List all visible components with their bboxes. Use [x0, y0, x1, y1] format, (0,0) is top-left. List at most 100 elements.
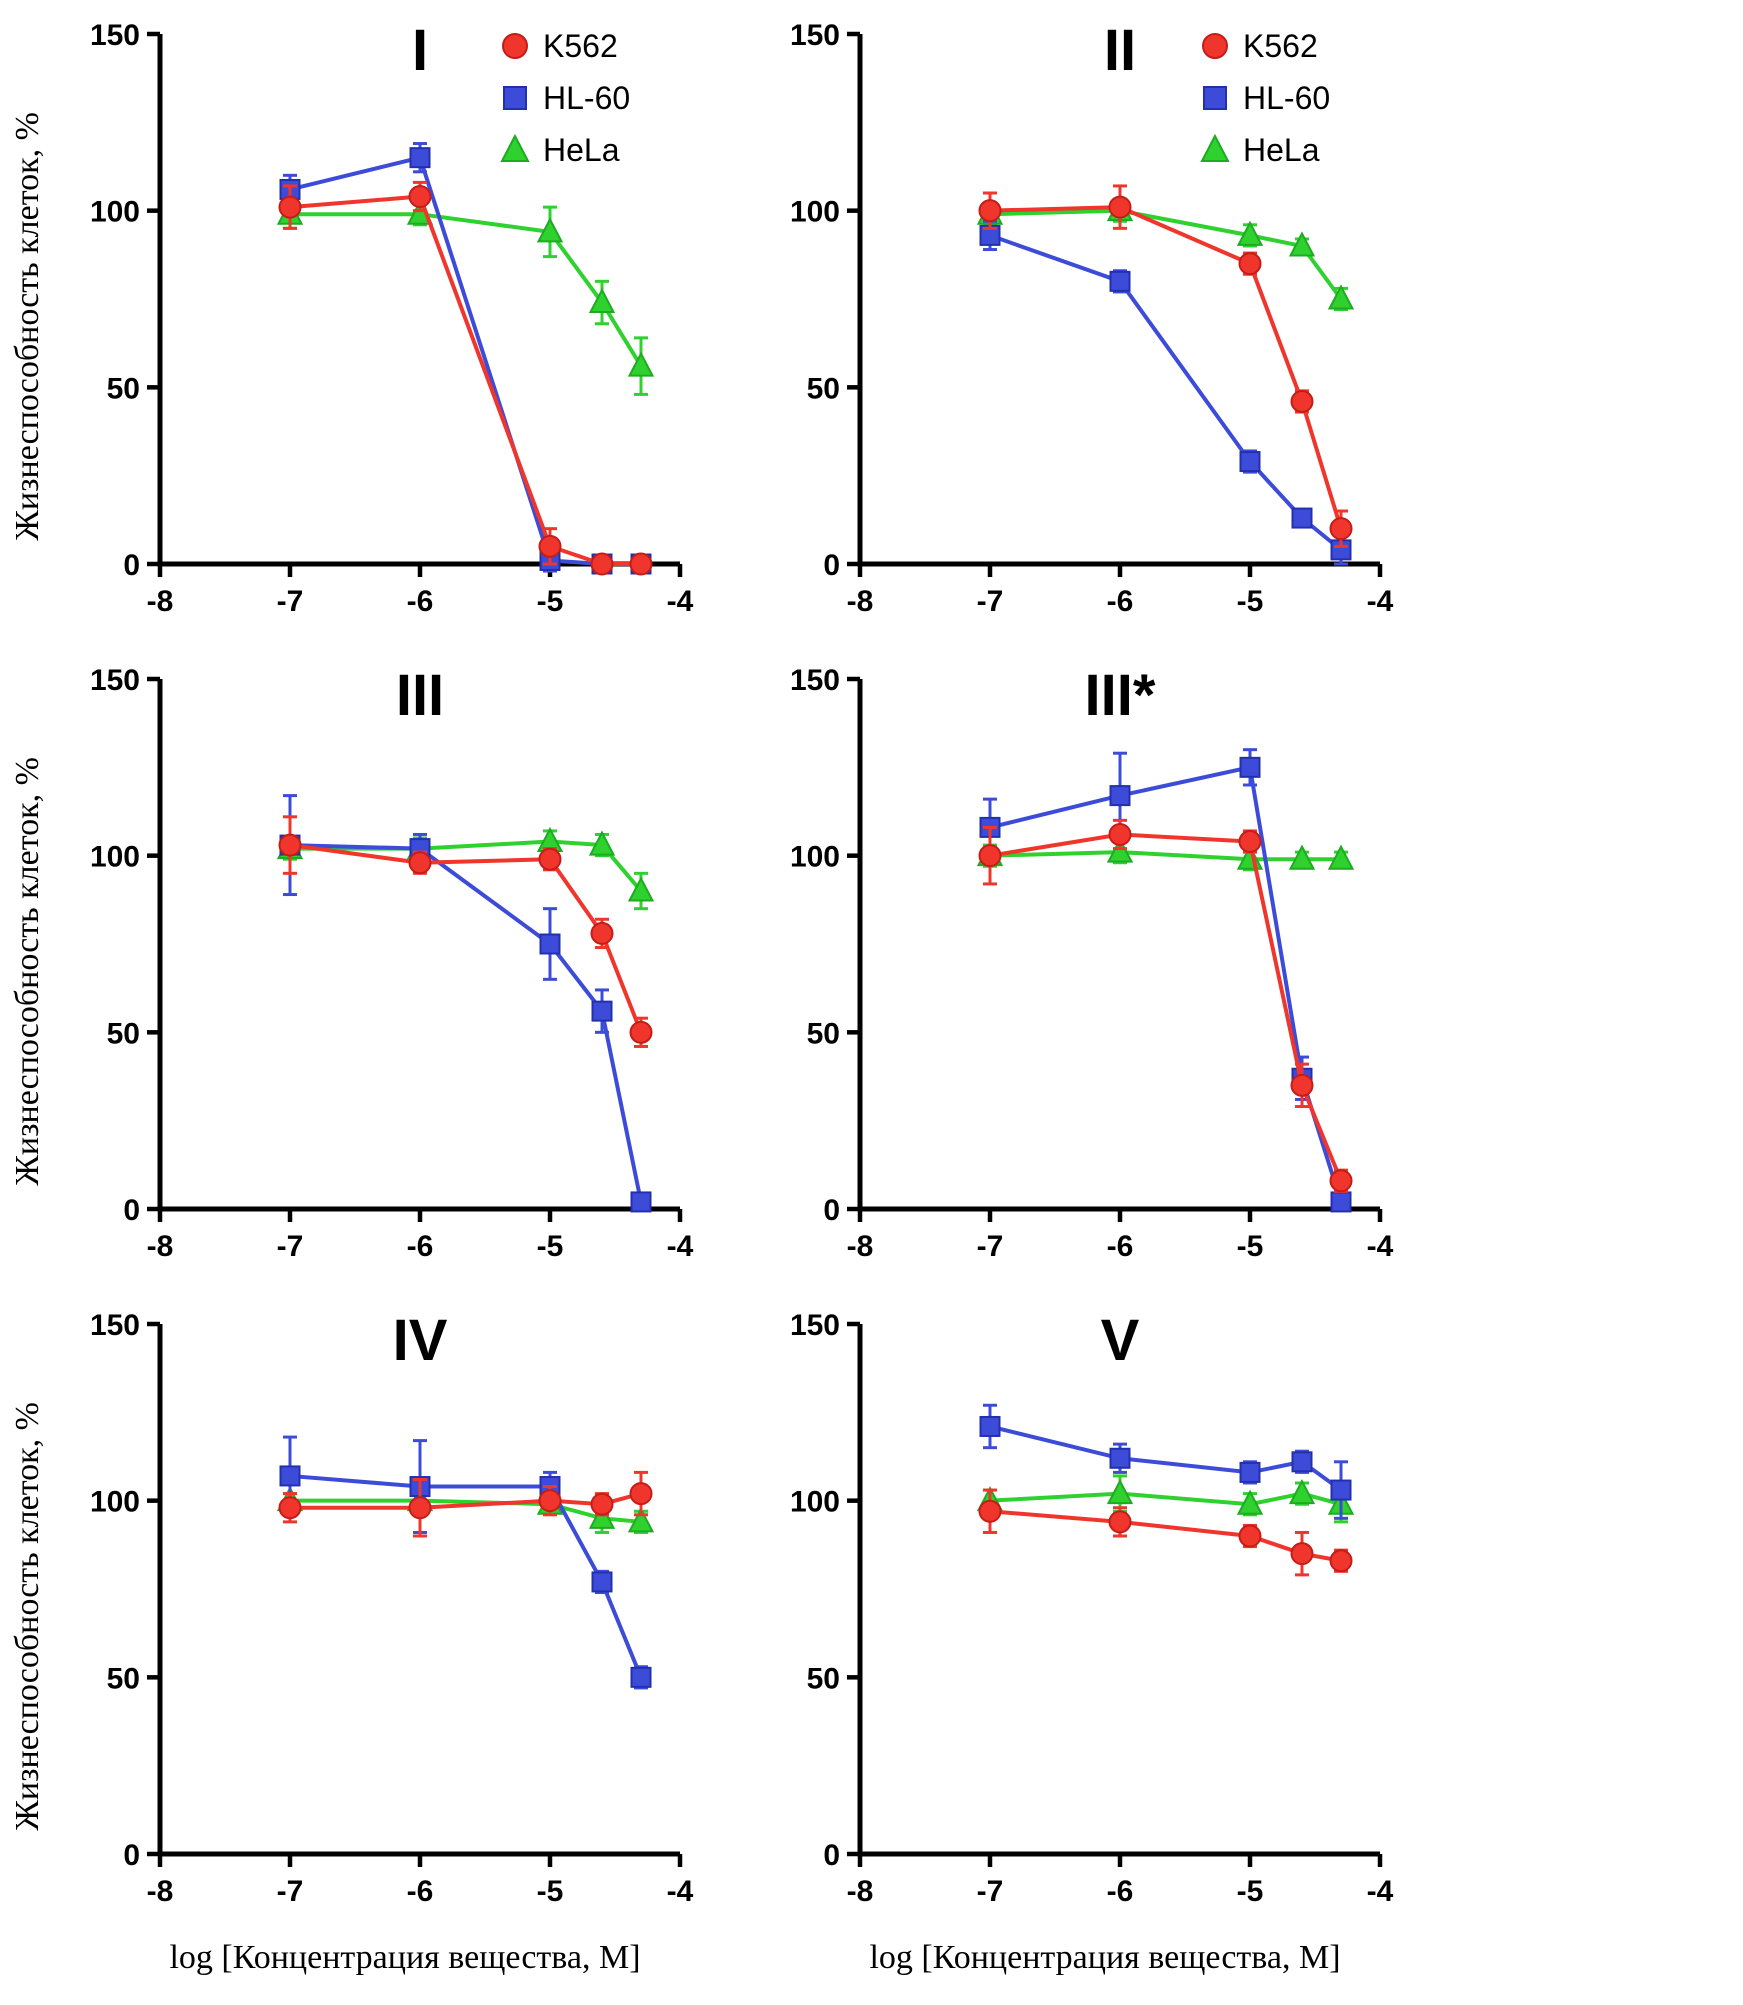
y-axis-label: Жизнеспособность клеток, %	[8, 1402, 46, 1831]
svg-text:-7: -7	[977, 585, 1004, 618]
svg-text:-4: -4	[1367, 1230, 1394, 1263]
svg-text:-7: -7	[977, 1875, 1004, 1908]
series-HeLa	[276, 826, 655, 911]
svg-text:100: 100	[790, 196, 840, 229]
svg-text:-4: -4	[667, 1230, 694, 1263]
series-HeLa	[976, 837, 1355, 872]
svg-text:0: 0	[123, 1839, 140, 1872]
y-axis-ticks: 0 50 100 150	[790, 1309, 860, 1872]
series-K562	[278, 180, 653, 576]
svg-text:50: 50	[807, 372, 840, 405]
ylabel-strip-row2: Жизнеспособность клеток, %	[0, 649, 55, 1294]
chart-svg-IV: -8 -7 -6 -5 -4 0 50 100 150 IV	[90, 1308, 694, 1908]
svg-text:50: 50	[807, 1017, 840, 1050]
series-K562	[978, 818, 1353, 1193]
y-axis-ticks: 0 50 100 150	[90, 664, 160, 1227]
series-HL-60	[279, 1435, 652, 1690]
svg-text:-7: -7	[277, 585, 304, 618]
series-K562	[278, 1470, 653, 1538]
svg-text:150: 150	[90, 1309, 140, 1342]
x-axis-label-right: log [Концентрация вещества, М]	[869, 1939, 1341, 1976]
panel-title: V	[1101, 1308, 1140, 1373]
svg-text:-8: -8	[147, 1875, 174, 1908]
svg-text:-8: -8	[847, 1875, 874, 1908]
series-HL-60	[279, 142, 652, 575]
svg-text:-6: -6	[1107, 1875, 1134, 1908]
panel-title: III*	[1085, 663, 1156, 728]
svg-text:-8: -8	[147, 585, 174, 618]
chart-svg-I: -8 -7 -6 -5 -4 0 50 100 150 I K562 HL-60 HeLa	[90, 18, 694, 618]
svg-text:0: 0	[823, 1194, 840, 1227]
svg-text:-4: -4	[1367, 585, 1394, 618]
chart-panel-IV: -8 -7 -6 -5 -4 0 50 100 150 IV	[55, 1294, 755, 1939]
legend-label-HL-60: HL-60	[543, 80, 630, 116]
legend-label-K562: K562	[543, 28, 618, 64]
legend: K562 HL-60 HeLa	[500, 28, 630, 168]
svg-text:-4: -4	[1367, 1875, 1394, 1908]
ylabel-strip-row1: Жизнеспособность клеток, %	[0, 4, 55, 649]
svg-text:-5: -5	[537, 1230, 564, 1263]
svg-text:150: 150	[790, 664, 840, 697]
svg-text:100: 100	[90, 1486, 140, 1519]
legend-label-HeLa: HeLa	[543, 132, 620, 168]
x-axis-ticks: -8 -7 -6 -5 -4	[847, 564, 1394, 618]
svg-text:150: 150	[90, 19, 140, 52]
y-axis-label: Жизнеспособность клеток, %	[8, 112, 46, 541]
series-K562	[978, 1488, 1353, 1577]
svg-text:-8: -8	[847, 585, 874, 618]
svg-text:-5: -5	[1237, 1875, 1264, 1908]
x-axis-labels-row: log [Концентрация вещества, М] log [Конц…	[0, 1939, 1743, 1995]
legend-label-K562: K562	[1243, 28, 1318, 64]
axes: -8 -7 -6 -5 -4 0 50 100 150	[790, 1309, 1394, 1908]
y-axis-ticks: 0 50 100 150	[90, 1309, 160, 1872]
legend-label-HeLa: HeLa	[1243, 132, 1320, 168]
y-axis-ticks: 0 50 100 150	[790, 19, 860, 582]
svg-text:-5: -5	[537, 585, 564, 618]
svg-text:-4: -4	[667, 1875, 694, 1908]
chart-panel-V: -8 -7 -6 -5 -4 0 50 100 150 V	[755, 1294, 1455, 1939]
series-HL-60	[279, 794, 652, 1213]
svg-text:0: 0	[123, 1194, 140, 1227]
panel-title: I	[412, 18, 428, 83]
legend-label-HL-60: HL-60	[1243, 80, 1330, 116]
x-axis-ticks: -8 -7 -6 -5 -4	[147, 1209, 694, 1263]
series-K562	[278, 815, 653, 1048]
x-axis-ticks: -8 -7 -6 -5 -4	[147, 1854, 694, 1908]
chart-panel-I: -8 -7 -6 -5 -4 0 50 100 150 I K562 HL-60 HeLa	[55, 4, 755, 649]
series-HeLa	[976, 196, 1355, 312]
chart-panel-III-star: -8 -7 -6 -5 -4 0 50 100 150 III*	[755, 649, 1455, 1294]
svg-text:150: 150	[790, 19, 840, 52]
svg-text:-7: -7	[977, 1230, 1004, 1263]
svg-text:0: 0	[123, 549, 140, 582]
svg-text:100: 100	[790, 1486, 840, 1519]
x-axis-label-left: log [Концентрация вещества, М]	[169, 1939, 641, 1976]
svg-text:-6: -6	[1107, 585, 1134, 618]
y-axis-label: Жизнеспособность клеток, %	[8, 757, 46, 1186]
svg-text:0: 0	[823, 549, 840, 582]
svg-text:100: 100	[90, 841, 140, 874]
y-axis-ticks: 0 50 100 150	[90, 19, 160, 582]
axes: -8 -7 -6 -5 -4 0 50 100 150	[790, 664, 1394, 1263]
axes: -8 -7 -6 -5 -4 0 50 100 150	[90, 664, 694, 1263]
axes: -8 -7 -6 -5 -4 0 50 100 150	[790, 19, 1394, 618]
chart-row-1: Жизнеспособность клеток, % -8 -7 -6 -5 -4 0 50…	[0, 4, 1743, 649]
y-axis-ticks: 0 50 100 150	[790, 664, 860, 1227]
panel-title: III	[396, 663, 444, 728]
svg-text:150: 150	[790, 1309, 840, 1342]
chart-svg-V: -8 -7 -6 -5 -4 0 50 100 150 V	[790, 1308, 1394, 1908]
svg-text:-8: -8	[147, 1230, 174, 1263]
chart-svg-III: -8 -7 -6 -5 -4 0 50 100 150 III	[90, 663, 694, 1263]
svg-text:-5: -5	[1237, 585, 1264, 618]
ylabel-strip-row3: Жизнеспособность клеток, %	[0, 1294, 55, 1939]
chart-svg-III*: -8 -7 -6 -5 -4 0 50 100 150 III*	[790, 663, 1394, 1263]
axes: -8 -7 -6 -5 -4 0 50 100 150	[90, 19, 694, 618]
svg-text:-7: -7	[277, 1875, 304, 1908]
chart-row-3: Жизнеспособность клеток, % -8 -7 -6 -5 -4 0 50…	[0, 1294, 1743, 1939]
svg-text:-6: -6	[1107, 1230, 1134, 1263]
svg-text:50: 50	[107, 1662, 140, 1695]
svg-text:-6: -6	[407, 1230, 434, 1263]
chart-panel-III: -8 -7 -6 -5 -4 0 50 100 150 III	[55, 649, 755, 1294]
svg-text:-5: -5	[537, 1875, 564, 1908]
svg-text:-5: -5	[1237, 1230, 1264, 1263]
